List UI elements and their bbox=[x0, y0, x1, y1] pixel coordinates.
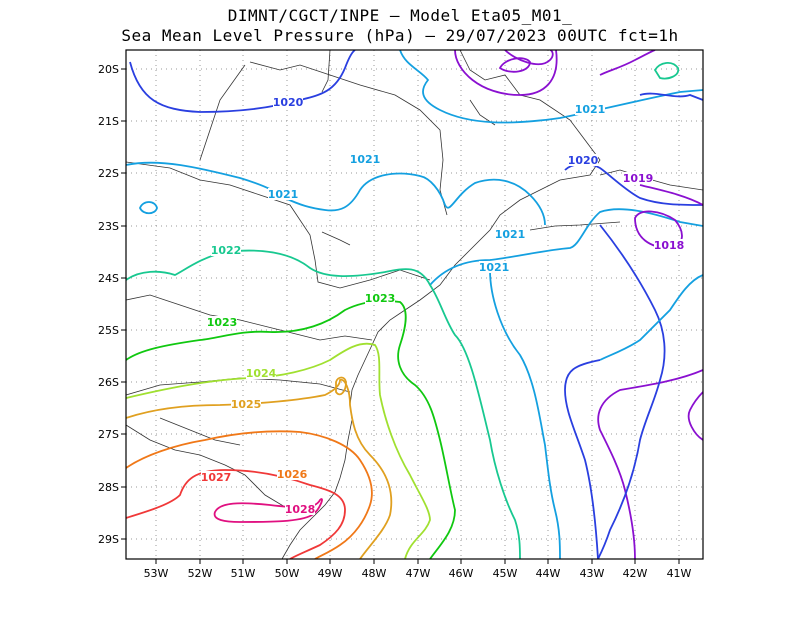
isobar-1022 bbox=[126, 249, 521, 559]
contour-label: 1022 bbox=[211, 244, 242, 257]
contour-label-bg bbox=[268, 188, 298, 200]
contour-label-bg bbox=[575, 103, 605, 115]
contour-label-bg bbox=[568, 154, 598, 166]
y-tick-label: 22S bbox=[98, 167, 119, 180]
isobar-1020-ne bbox=[639, 92, 703, 101]
isobar-1019-southeast bbox=[597, 369, 703, 559]
isobar-1023 bbox=[126, 300, 456, 559]
isobar-1019-east bbox=[639, 184, 703, 206]
x-tick-label: 41W bbox=[667, 567, 692, 580]
y-tick-label: 23S bbox=[98, 220, 119, 233]
contour-label: 1024 bbox=[246, 367, 277, 380]
x-tick-label: 45W bbox=[493, 567, 518, 580]
x-tick-label: 43W bbox=[580, 567, 605, 580]
contour-labels: 1020 1021 1021 1020 1019 1018 1021 1021 1021 1022… bbox=[201, 96, 685, 516]
isobar-1020-east-mid bbox=[564, 359, 601, 559]
x-tick-label: 51W bbox=[231, 567, 256, 580]
isobar-1025 bbox=[126, 378, 393, 559]
x-axis: 53W 52W 51W 50W 49W 48W 47W 46W 45W 44W 43W 42W 41W bbox=[144, 559, 692, 580]
plot-frame bbox=[125, 49, 704, 560]
isobar-1018-ring bbox=[634, 210, 683, 249]
isobar-green-small bbox=[653, 62, 680, 80]
contour-label-bg bbox=[623, 172, 653, 184]
y-axis: 20S 21S 22S 23S 24S 25S 26S 27S 28S 29S bbox=[98, 63, 126, 546]
isobar-1018-southeast bbox=[687, 391, 703, 441]
x-tick-label: 52W bbox=[188, 567, 213, 580]
y-tick-label: 29S bbox=[98, 533, 119, 546]
contour-label: 1023 bbox=[365, 292, 396, 305]
isobar-1021-top bbox=[399, 50, 703, 124]
y-tick-label: 25S bbox=[98, 324, 119, 337]
contour-label-bg bbox=[273, 96, 303, 108]
contour-label: 1019 bbox=[623, 172, 654, 185]
isobar-1021-mid bbox=[126, 161, 546, 226]
contour-label-bg bbox=[479, 261, 509, 273]
isobar-1019-bubble bbox=[498, 57, 531, 73]
isobar-1020-southeast bbox=[597, 224, 666, 559]
contour-label: 1021 bbox=[575, 103, 606, 116]
y-tick-label: 20S bbox=[98, 63, 119, 76]
x-tick-label: 49W bbox=[318, 567, 343, 580]
chart-title-line1: DIMNT/CGCT/INPE – Model Eta05_M01_ bbox=[227, 6, 573, 25]
contour-label-bg bbox=[231, 398, 261, 410]
y-tick-label: 28S bbox=[98, 481, 119, 494]
isobar-1019-right bbox=[599, 50, 656, 76]
contour-label-bg bbox=[495, 228, 525, 240]
x-tick-label: 53W bbox=[144, 567, 169, 580]
contour-label: 1025 bbox=[231, 398, 262, 411]
x-tick-label: 50W bbox=[275, 567, 300, 580]
y-tick-label: 24S bbox=[98, 272, 119, 285]
contour-label: 1027 bbox=[201, 471, 232, 484]
isobar-1019-high-ne bbox=[454, 50, 558, 96]
x-tick-label: 48W bbox=[362, 567, 387, 580]
contour-label-bg bbox=[365, 292, 395, 304]
contour-label-bg bbox=[201, 471, 231, 483]
contour-label: 1021 bbox=[268, 188, 299, 201]
isobar-1021-lower bbox=[429, 208, 703, 286]
isobar-1019 bbox=[504, 50, 554, 65]
contour-label: 1020 bbox=[568, 154, 599, 167]
y-tick-label: 26S bbox=[98, 376, 119, 389]
chart-title-line2: Sea Mean Level Pressure (hPa) – 29/07/20… bbox=[121, 26, 679, 45]
isobar-1028 bbox=[213, 498, 323, 523]
y-tick-label: 27S bbox=[98, 428, 119, 441]
contour-label: 1023 bbox=[207, 316, 238, 329]
contour-label-bg bbox=[246, 367, 276, 379]
isobar-1025-loop bbox=[335, 376, 347, 396]
contour-label: 1021 bbox=[350, 153, 381, 166]
contour-label-bg bbox=[207, 316, 237, 328]
x-tick-label: 47W bbox=[406, 567, 431, 580]
isobar-1021-south bbox=[489, 269, 561, 559]
contour-label-bg bbox=[285, 503, 315, 515]
coastline bbox=[126, 50, 703, 559]
x-tick-label: 42W bbox=[623, 567, 648, 580]
isobar-1021-ring bbox=[139, 201, 158, 215]
contour-label: 1021 bbox=[479, 261, 510, 274]
isobar-1027 bbox=[126, 469, 346, 559]
contour-label: 1028 bbox=[285, 503, 316, 516]
contour-label: 1020 bbox=[273, 96, 304, 109]
contour-label-bg bbox=[211, 244, 241, 256]
contour-label: 1021 bbox=[495, 228, 526, 241]
contour-label-bg bbox=[350, 153, 380, 165]
contour-label-bg bbox=[654, 239, 684, 251]
isobar-1026 bbox=[126, 430, 373, 559]
x-tick-label: 44W bbox=[536, 567, 561, 580]
y-tick-label: 21S bbox=[98, 115, 119, 128]
isobar-1021-east-curve bbox=[599, 274, 703, 361]
x-tick-label: 46W bbox=[449, 567, 474, 580]
contour-label: 1018 bbox=[654, 239, 685, 252]
contour-label: 1026 bbox=[277, 468, 308, 481]
contour-label-bg bbox=[277, 468, 307, 480]
